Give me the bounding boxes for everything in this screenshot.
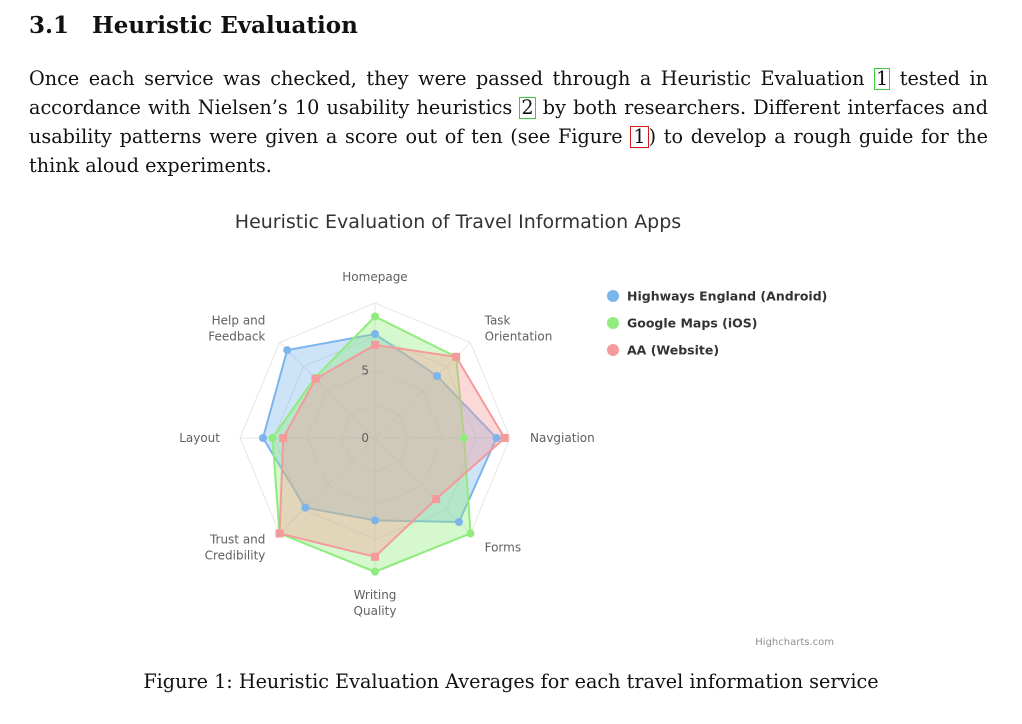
category-label: Forms (485, 541, 521, 555)
category-label: Layout (179, 431, 220, 445)
category-label-line: Layout (179, 431, 220, 445)
chart-title: Heuristic Evaluation of Travel Informati… (235, 211, 681, 233)
radar-chart: Heuristic Evaluation of Travel Informati… (179, 211, 834, 648)
category-label: Navgiation (530, 431, 595, 445)
data-point[interactable] (371, 516, 379, 525)
data-point[interactable] (371, 552, 379, 561)
category-label-line: Navgiation (530, 431, 595, 445)
legend-marker[interactable] (607, 317, 619, 329)
data-point[interactable] (371, 312, 379, 321)
paragraph-text-3: by both researchers. Different interface… (29, 96, 988, 148)
category-label-line: Forms (485, 541, 521, 555)
radial-tick-label: 5 (361, 364, 369, 378)
citation-link-2[interactable]: 2 (519, 96, 536, 119)
data-point[interactable] (301, 503, 310, 512)
data-point[interactable] (500, 434, 509, 442)
data-point[interactable] (275, 529, 284, 538)
data-point[interactable] (492, 434, 501, 442)
paragraph-text-1: Once each service was checked, they were… (29, 67, 874, 90)
body-paragraph: Once each service was checked, they were… (29, 64, 988, 180)
data-point[interactable] (455, 518, 464, 527)
category-label-line: Quality (354, 604, 397, 618)
section-title: Heuristic Evaluation (92, 12, 358, 39)
category-label: Homepage (342, 270, 407, 284)
chart-legend: Highways England (Android) Google Maps (i… (607, 289, 827, 358)
category-label-line: Writing (354, 588, 397, 602)
category-label: Writing Quality (354, 588, 397, 618)
legend-item-label[interactable]: Google Maps (iOS) (627, 316, 757, 331)
data-point[interactable] (452, 352, 461, 361)
data-point[interactable] (371, 340, 379, 349)
category-label-line: Task (484, 313, 511, 327)
category-label: Help and Feedback (208, 313, 265, 343)
legend-marker[interactable] (607, 344, 619, 356)
legend-item-label[interactable]: AA (Website) (627, 343, 719, 358)
paragraph-text-4: ) to develop a rough guide for the think… (29, 125, 988, 177)
legend-item-label[interactable]: Highways England (Android) (627, 289, 827, 304)
data-point[interactable] (258, 434, 267, 442)
section-number: 3.1 (29, 12, 70, 39)
data-point[interactable] (466, 529, 475, 538)
data-point[interactable] (433, 371, 442, 380)
chart-series: 05 (258, 312, 509, 576)
citation-link-1[interactable]: 1 (874, 67, 891, 90)
category-label-line: Orientation (485, 329, 553, 343)
category-label: Task Orientation (484, 313, 553, 343)
chart-credits[interactable]: Highcharts.com (755, 637, 834, 648)
data-point[interactable] (460, 434, 469, 442)
grid-spoke (279, 437, 376, 534)
grid-spoke (374, 437, 471, 534)
category-label: Trust and Credibility (205, 533, 266, 563)
chart-axis-labels: Homepage Task Orientation Navgiation Forms Wr… (179, 270, 595, 618)
data-point[interactable] (371, 567, 379, 576)
section-heading: 3.1 Heuristic Evaluation (29, 12, 358, 39)
legend-marker[interactable] (607, 290, 619, 302)
paragraph-text-2: tested in accordance with Nielsen’s 10 u… (29, 67, 988, 119)
category-label-line: Trust and (209, 533, 265, 547)
category-label-line: Homepage (342, 270, 407, 284)
figure-caption: Figure 1: Heuristic Evaluation Averages … (143, 670, 879, 693)
category-label-line: Help and (212, 313, 266, 327)
grid-spoke (279, 342, 376, 439)
category-label-line: Credibility (205, 549, 266, 563)
figure-reference-link[interactable]: 1 (630, 126, 649, 148)
data-point[interactable] (268, 434, 277, 442)
data-point[interactable] (371, 330, 379, 339)
radial-tick-label: 0 (361, 431, 369, 445)
data-point[interactable] (432, 495, 441, 504)
data-point[interactable] (311, 374, 320, 383)
data-point[interactable] (279, 434, 288, 442)
category-label-line: Feedback (208, 329, 265, 343)
data-point[interactable] (283, 346, 292, 355)
